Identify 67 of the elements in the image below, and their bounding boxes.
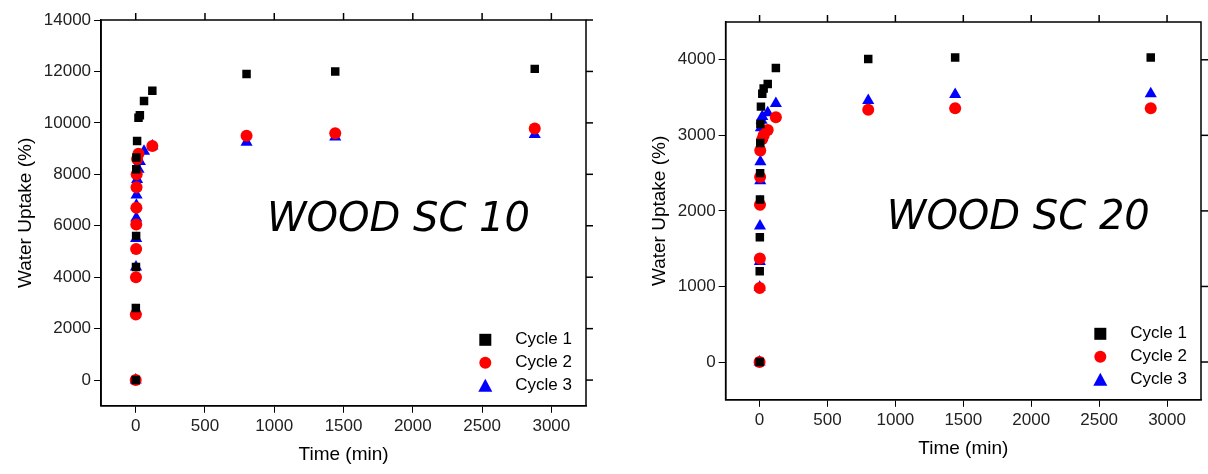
x-tick-label: 2500 [1080, 409, 1119, 429]
point [130, 201, 143, 214]
point [148, 86, 157, 95]
point [130, 181, 143, 194]
point [755, 233, 765, 242]
point [862, 93, 875, 105]
x-tick-label: 0 [130, 415, 141, 435]
y-tick-label: 10000 [43, 112, 92, 132]
point [756, 102, 766, 111]
point [242, 69, 251, 79]
x-tick-label: 3000 [1148, 409, 1186, 429]
point [763, 79, 772, 89]
point [769, 111, 782, 124]
y-axis-title: Water Uptake (%) [647, 135, 669, 287]
x-tick-label: 3000 [532, 415, 571, 435]
y-tick-label: 12000 [43, 61, 92, 81]
point [1144, 86, 1157, 98]
point [130, 218, 143, 231]
point [753, 219, 767, 230]
point [862, 103, 875, 116]
y-tick-label: 1000 [677, 276, 716, 296]
x-tick-label: 2000 [1012, 409, 1051, 429]
y-tick-label: 2000 [53, 318, 92, 338]
legend-label: Cycle 2 [1130, 346, 1187, 366]
point [755, 267, 764, 276]
point [530, 64, 539, 74]
point [950, 53, 960, 62]
point [761, 124, 774, 137]
y-tick-label: 4000 [677, 49, 716, 69]
y-tick-label: 0 [81, 369, 92, 389]
x-tick-label: 0 [754, 409, 765, 429]
point [949, 102, 962, 115]
y-tick-label: 2000 [677, 200, 716, 220]
x-tick-label: 500 [190, 415, 220, 435]
y-tick-label: 0 [706, 351, 716, 371]
point [769, 96, 782, 108]
x-axis-title: Time (min) [918, 436, 1009, 458]
legend-label: Cycle 3 [515, 375, 572, 395]
x-tick-label: 1500 [944, 409, 983, 429]
y-axis-title: Water Uptake (%) [13, 137, 35, 289]
x-tick-label: 2500 [463, 415, 501, 435]
x-axis-title: Time (min) [298, 442, 389, 464]
legend-label: Cycle 1 [1130, 323, 1187, 343]
point [1144, 102, 1157, 115]
y-tick-label: 4000 [53, 266, 92, 286]
point [330, 67, 340, 76]
point [1146, 53, 1155, 62]
y-tick-label: 14000 [43, 9, 92, 29]
x-tick-label: 1000 [876, 409, 915, 429]
y-tick-label: 3000 [677, 125, 716, 145]
point [949, 87, 962, 99]
point [130, 242, 143, 255]
point [240, 129, 253, 142]
legend-label: Cycle 2 [515, 352, 572, 372]
annotation: WOOD SC 10 [267, 194, 531, 241]
x-tick-label: 1500 [324, 415, 363, 435]
x-tick-label: 500 [813, 409, 842, 429]
y-tick-label: 6000 [53, 215, 92, 235]
annotation: WOOD SC 20 [886, 191, 1150, 238]
x-tick-label: 1000 [255, 415, 294, 435]
legend-label: Cycle 1 [515, 329, 572, 349]
y-tick-label: 8000 [53, 164, 92, 184]
legend-label: Cycle 3 [1130, 369, 1187, 389]
point [129, 271, 142, 284]
x-tick-label: 2000 [393, 415, 432, 435]
point [528, 122, 541, 135]
point [132, 164, 141, 174]
